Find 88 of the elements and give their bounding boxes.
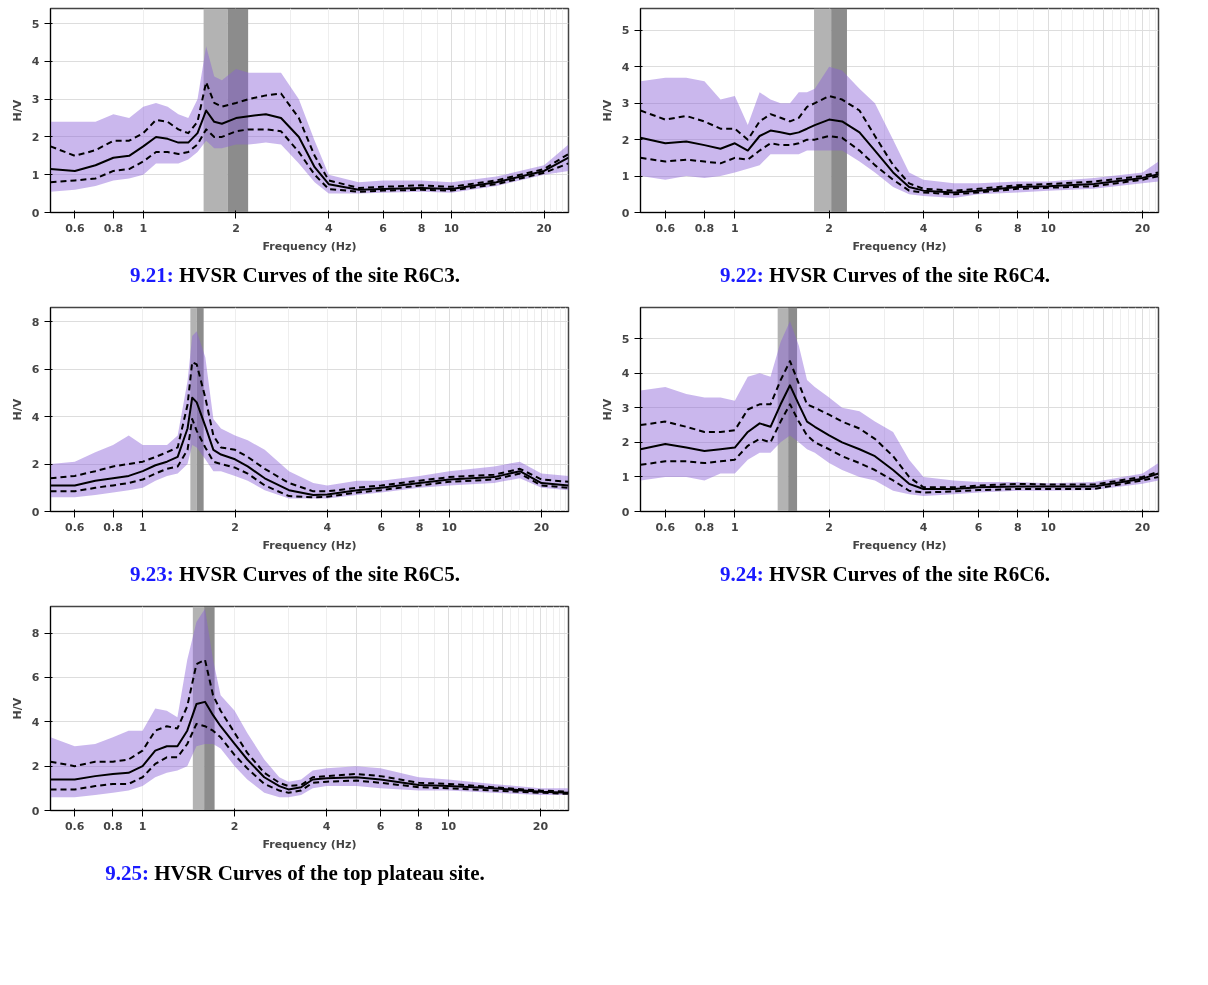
- x-tick-label: 0.6: [65, 221, 85, 235]
- y-tick-label: 5: [621, 24, 630, 38]
- y-tick-label: 2: [31, 760, 40, 774]
- y-tick-label: 2: [31, 458, 40, 472]
- y-tick-label: 1: [621, 470, 630, 484]
- y-tick-label: 6: [31, 363, 40, 377]
- y-tick-label: 4: [31, 55, 40, 69]
- x-tick-label: 0.8: [103, 520, 123, 534]
- y-tick-label: 2: [31, 130, 40, 144]
- x-tick-label: 0.6: [64, 819, 85, 833]
- y-tick-label: 4: [31, 410, 40, 424]
- x-tick-label: 10: [1040, 221, 1057, 235]
- y-axis-title: H/V: [10, 697, 24, 720]
- x-tick-label: 20: [1134, 221, 1151, 235]
- x-tick-label: 8: [415, 520, 424, 534]
- x-tick-label: 4: [324, 221, 333, 235]
- y-tick-label: 1: [31, 168, 40, 182]
- x-axis-title: Frequency (Hz): [852, 538, 947, 552]
- x-tick-label: 4: [919, 520, 928, 534]
- y-tick-label: 0: [31, 804, 40, 818]
- x-tick-label: 6: [379, 221, 388, 235]
- y-axis-title: H/V: [10, 398, 24, 421]
- y-tick-label: 2: [621, 436, 630, 450]
- x-axis-title: Frequency (Hz): [262, 837, 357, 851]
- x-tick-label: 20: [532, 819, 549, 833]
- y-tick-label: 0: [621, 206, 630, 220]
- x-axis-title: Frequency (Hz): [262, 239, 357, 253]
- y-tick-label: 3: [621, 97, 630, 111]
- x-tick-label: 6: [376, 819, 385, 833]
- x-tick-label: 2: [231, 520, 239, 534]
- x-tick-label: 20: [1134, 520, 1151, 534]
- y-tick-label: 0: [31, 206, 40, 220]
- x-axis-title: Frequency (Hz): [852, 239, 947, 253]
- y-tick-label: 2: [621, 133, 630, 147]
- x-tick-label: 8: [417, 221, 426, 235]
- text: 9.22: HVSR Curves of the site R6C4.: [718, 262, 1052, 289]
- x-tick-label: 0.8: [103, 819, 123, 833]
- y-tick-label: 8: [31, 315, 40, 329]
- x-tick-label: 0.6: [65, 520, 85, 534]
- x-tick-label: 6: [974, 221, 983, 235]
- x-tick-label: 8: [1013, 520, 1022, 534]
- text: 9.21: HVSR Curves of the site R6C3.: [128, 262, 462, 289]
- x-tick-label: 0.6: [655, 520, 676, 534]
- y-tick-label: 4: [31, 715, 40, 729]
- x-tick-label: 10: [441, 520, 458, 534]
- x-tick-label: 2: [230, 819, 239, 833]
- x-tick-label: 20: [533, 520, 550, 534]
- y-tick-label: 6: [31, 671, 40, 685]
- y-tick-label: 3: [31, 93, 40, 107]
- x-tick-label: 8: [1013, 221, 1022, 235]
- x-tick-label: 10: [443, 221, 460, 235]
- y-tick-label: 3: [621, 401, 630, 415]
- y-tick-label: 4: [621, 367, 630, 381]
- x-tick-label: 6: [377, 520, 386, 534]
- x-tick-label: 2: [232, 221, 240, 235]
- y-tick-label: 8: [31, 627, 40, 641]
- y-tick-label: 4: [621, 60, 630, 74]
- x-tick-label: 20: [536, 221, 553, 235]
- y-tick-label: 1: [621, 170, 630, 184]
- x-tick-label: 1: [730, 520, 739, 534]
- x-tick-label: 8: [414, 819, 423, 833]
- x-tick-label: 0.8: [694, 520, 715, 534]
- x-tick-label: 10: [1040, 520, 1057, 534]
- x-tick-label: 4: [322, 819, 331, 833]
- x-tick-label: 0.8: [103, 221, 124, 235]
- y-axis-title: H/V: [600, 99, 614, 122]
- x-tick-label: 1: [138, 520, 147, 534]
- text: 9.23: HVSR Curves of the site R6C5.: [128, 561, 462, 588]
- x-tick-label: 0.8: [694, 221, 715, 235]
- x-tick-label: 2: [825, 520, 833, 534]
- y-tick-label: 5: [621, 332, 630, 346]
- x-tick-label: 4: [323, 520, 332, 534]
- x-tick-label: 1: [138, 819, 147, 833]
- x-tick-label: 6: [974, 520, 983, 534]
- x-tick-label: 1: [730, 221, 739, 235]
- y-tick-label: 0: [621, 505, 630, 519]
- y-axis-title: H/V: [10, 99, 24, 122]
- text: 9.25: HVSR Curves of the top plateau site.: [104, 860, 486, 887]
- x-tick-label: 0.6: [655, 221, 676, 235]
- y-axis-title: H/V: [600, 398, 614, 421]
- x-tick-label: 2: [825, 221, 833, 235]
- text: 9.24: HVSR Curves of the site R6C6.: [718, 561, 1052, 588]
- y-tick-label: 0: [31, 505, 40, 519]
- x-tick-label: 10: [440, 819, 457, 833]
- y-tick-label: 5: [31, 17, 40, 31]
- x-tick-label: 1: [139, 221, 148, 235]
- x-tick-label: 4: [919, 221, 928, 235]
- x-axis-title: Frequency (Hz): [262, 538, 357, 552]
